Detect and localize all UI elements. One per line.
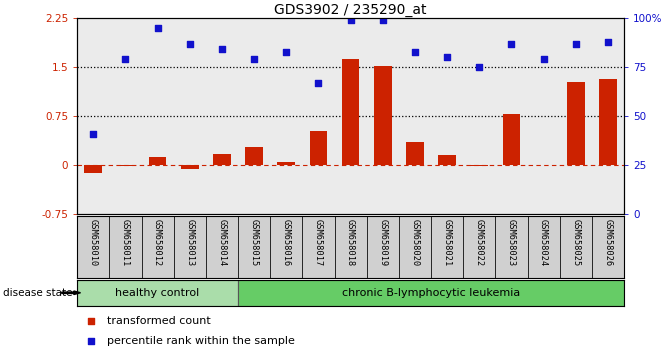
Bar bbox=[277, 162, 295, 165]
Text: chronic B-lymphocytic leukemia: chronic B-lymphocytic leukemia bbox=[342, 288, 520, 298]
Point bbox=[346, 17, 356, 23]
Title: GDS3902 / 235290_at: GDS3902 / 235290_at bbox=[274, 3, 427, 17]
Bar bbox=[527, 216, 560, 278]
Bar bbox=[77, 216, 109, 278]
Bar bbox=[85, 165, 102, 173]
Bar bbox=[431, 216, 463, 278]
Bar bbox=[560, 216, 592, 278]
Bar bbox=[470, 165, 488, 166]
Bar bbox=[303, 216, 335, 278]
Bar bbox=[213, 154, 231, 165]
Bar bbox=[149, 157, 166, 165]
Bar bbox=[374, 65, 392, 165]
Point bbox=[506, 41, 517, 47]
Text: GSM658018: GSM658018 bbox=[346, 219, 355, 266]
Bar bbox=[438, 155, 456, 165]
Point bbox=[152, 25, 163, 30]
Bar bbox=[592, 216, 624, 278]
Text: GSM658017: GSM658017 bbox=[314, 219, 323, 266]
Bar bbox=[270, 216, 303, 278]
Bar bbox=[463, 216, 495, 278]
Text: percentile rank within the sample: percentile rank within the sample bbox=[107, 336, 295, 346]
Text: GSM658021: GSM658021 bbox=[443, 219, 452, 266]
Point bbox=[185, 41, 195, 47]
Bar bbox=[142, 216, 174, 278]
Text: disease state: disease state bbox=[3, 288, 73, 298]
Point bbox=[249, 56, 260, 62]
Bar bbox=[495, 216, 527, 278]
Text: GSM658026: GSM658026 bbox=[603, 219, 613, 266]
Point bbox=[409, 49, 420, 55]
Text: GSM658024: GSM658024 bbox=[539, 219, 548, 266]
Text: GSM658016: GSM658016 bbox=[282, 219, 291, 266]
Text: transformed count: transformed count bbox=[107, 316, 211, 326]
Point bbox=[85, 318, 96, 324]
Point bbox=[88, 131, 99, 136]
Bar bbox=[406, 142, 424, 165]
Bar bbox=[109, 216, 142, 278]
Bar bbox=[599, 79, 617, 165]
Text: GSM658011: GSM658011 bbox=[121, 219, 130, 266]
Bar bbox=[117, 165, 134, 166]
Text: GSM658012: GSM658012 bbox=[153, 219, 162, 266]
Bar bbox=[399, 216, 431, 278]
Bar bbox=[181, 165, 199, 169]
Bar bbox=[366, 216, 399, 278]
Text: GSM658022: GSM658022 bbox=[475, 219, 484, 266]
Text: healthy control: healthy control bbox=[115, 288, 200, 298]
Text: GSM658023: GSM658023 bbox=[507, 219, 516, 266]
Text: GSM658010: GSM658010 bbox=[89, 219, 98, 266]
Text: GSM658015: GSM658015 bbox=[250, 219, 258, 266]
Point bbox=[603, 39, 613, 45]
Bar bbox=[206, 216, 238, 278]
Bar bbox=[342, 59, 360, 165]
Point bbox=[313, 80, 324, 86]
Bar bbox=[245, 147, 263, 165]
Point bbox=[217, 46, 227, 52]
Point bbox=[570, 41, 581, 47]
Text: GSM658020: GSM658020 bbox=[411, 219, 419, 266]
Bar bbox=[309, 131, 327, 165]
Text: GSM658019: GSM658019 bbox=[378, 219, 387, 266]
Bar bbox=[567, 82, 584, 165]
Bar bbox=[335, 216, 366, 278]
Bar bbox=[77, 280, 238, 306]
Text: GSM658025: GSM658025 bbox=[571, 219, 580, 266]
Point bbox=[538, 56, 549, 62]
Bar bbox=[238, 280, 624, 306]
Point bbox=[442, 54, 452, 60]
Point bbox=[377, 17, 388, 23]
Point bbox=[474, 64, 484, 70]
Point bbox=[85, 338, 96, 344]
Point bbox=[281, 49, 292, 55]
Point bbox=[120, 56, 131, 62]
Bar bbox=[174, 216, 206, 278]
Bar bbox=[238, 216, 270, 278]
Text: GSM658014: GSM658014 bbox=[217, 219, 226, 266]
Bar bbox=[503, 114, 520, 165]
Text: GSM658013: GSM658013 bbox=[185, 219, 195, 266]
